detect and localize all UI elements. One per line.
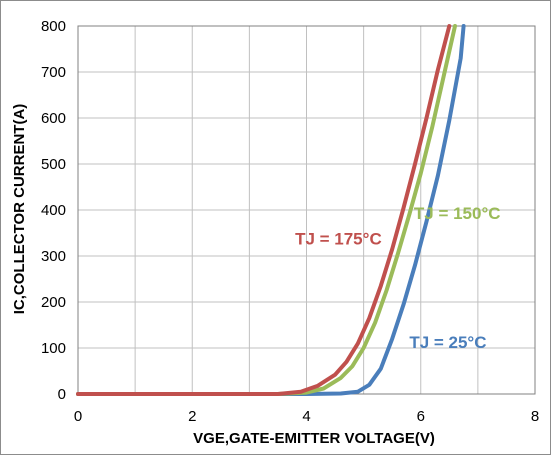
y-axis-title: IC,COLLECTOR CURRENT(A) <box>11 104 28 315</box>
y-tick-label: 800 <box>41 18 66 35</box>
series-label: TJ = 150°C <box>414 204 501 223</box>
x-tick-label: 4 <box>302 408 310 425</box>
y-tick-label: 400 <box>41 202 66 219</box>
x-tick-label: 0 <box>74 408 82 425</box>
series-line <box>76 24 466 396</box>
x-tick-label: 6 <box>417 408 425 425</box>
series-line <box>76 24 457 396</box>
y-tick-label: 100 <box>41 340 66 357</box>
series-labels: TJ = 25°C TJ = 150°C TJ = 175°C <box>295 204 500 352</box>
y-tick-label: 700 <box>41 64 66 81</box>
x-axis-title: VGE,GATE-EMITTER VOLTAGE(V) <box>193 430 435 447</box>
y-tick-label: 600 <box>41 110 66 127</box>
plot-series <box>76 24 466 396</box>
x-tick-label: 2 <box>188 408 196 425</box>
tick-labels: 0 100 200 300 400 500 600 700 800 0 2 4 6 8 <box>41 18 539 425</box>
x-tick-label: 8 <box>531 408 539 425</box>
y-tick-label: 200 <box>41 294 66 311</box>
y-tick-label: 300 <box>41 248 66 265</box>
y-tick-label: 0 <box>58 386 66 403</box>
series-line <box>76 24 452 396</box>
y-tick-label: 500 <box>41 156 66 173</box>
series-label: TJ = 25°C <box>409 333 486 352</box>
series-label: TJ = 175°C <box>295 230 382 249</box>
